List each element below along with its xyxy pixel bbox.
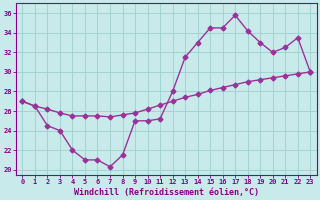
X-axis label: Windchill (Refroidissement éolien,°C): Windchill (Refroidissement éolien,°C) <box>74 188 259 197</box>
